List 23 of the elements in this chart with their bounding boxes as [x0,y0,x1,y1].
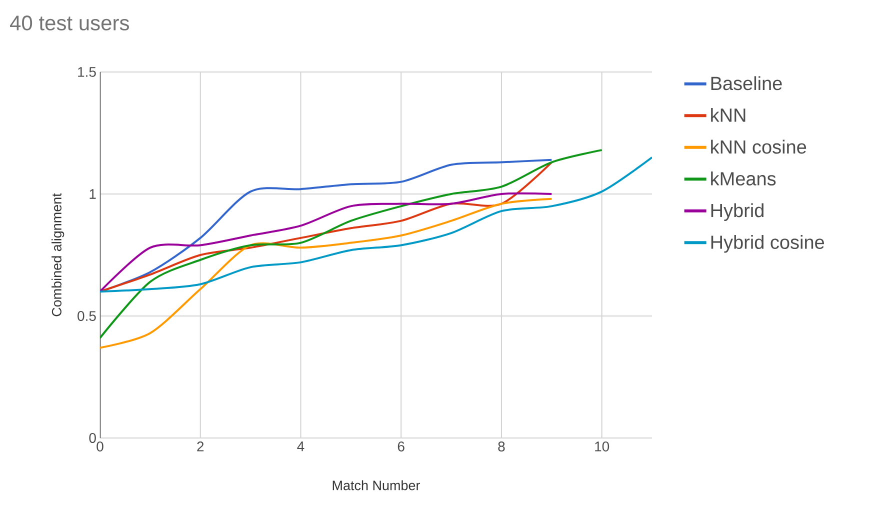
x-tick-label: 0 [96,442,104,452]
line-series [100,198,553,349]
y-tick-label: 0.5 [78,311,96,321]
x-tick-label: 6 [398,442,404,452]
legend-label: Baseline [711,76,782,90]
chart-title: 40 test users [10,16,129,30]
line-series [100,192,553,293]
y-tick-label: 1.5 [78,67,96,77]
x-tick-label: 10 [595,442,610,452]
x-tick-label: 8 [498,442,505,452]
x-axis-title: Match Number [332,480,420,490]
y-tick-label: 0 [89,433,96,443]
legend-label: Hybrid cosine [711,235,824,253]
y-tick-label: 1 [90,189,96,199]
line-series [100,156,652,293]
x-tick-label: 4 [297,442,304,452]
line-series [100,149,603,339]
legend-label: kMeans [711,172,776,186]
legend-label: kNN cosine [711,140,806,154]
legend-label: kNN [711,108,746,122]
y-axis-title: Combined alignment [52,193,64,316]
legend-label: Hybrid [711,203,764,221]
x-tick-label: 2 [197,442,204,452]
